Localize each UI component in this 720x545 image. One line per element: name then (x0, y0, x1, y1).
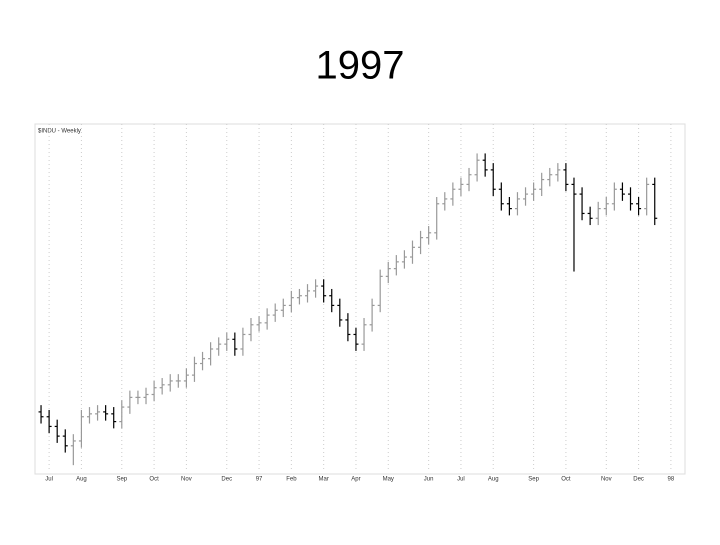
x-tick-label: Jul (457, 477, 465, 483)
x-tick-label: 97 (256, 477, 263, 483)
x-tick-label: Mar (318, 477, 328, 483)
x-tick-label: Oct (561, 477, 571, 483)
x-tick-label: Feb (286, 477, 297, 483)
x-tick-label: Dec (633, 477, 644, 483)
x-tick-label: Apr (351, 477, 360, 483)
x-tick-label: Nov (181, 477, 192, 483)
x-tick-label: Oct (149, 477, 159, 483)
x-tick-label: Sep (528, 477, 539, 483)
chart-frame (34, 123, 686, 475)
x-tick-label: Sep (116, 477, 127, 483)
x-tick-label: Aug (76, 477, 87, 483)
x-tick-label: Jun (424, 477, 434, 483)
chart-subtitle: $INDU - Weekly (38, 129, 81, 135)
x-tick-label: Dec (221, 477, 232, 483)
x-tick-label: May (383, 477, 394, 483)
x-tick-label: 98 (668, 477, 675, 483)
x-tick-label: Nov (601, 477, 612, 483)
x-tick-label: Jul (45, 477, 53, 483)
slide-title: 1997 (316, 44, 405, 88)
x-tick-label: Aug (488, 477, 499, 483)
